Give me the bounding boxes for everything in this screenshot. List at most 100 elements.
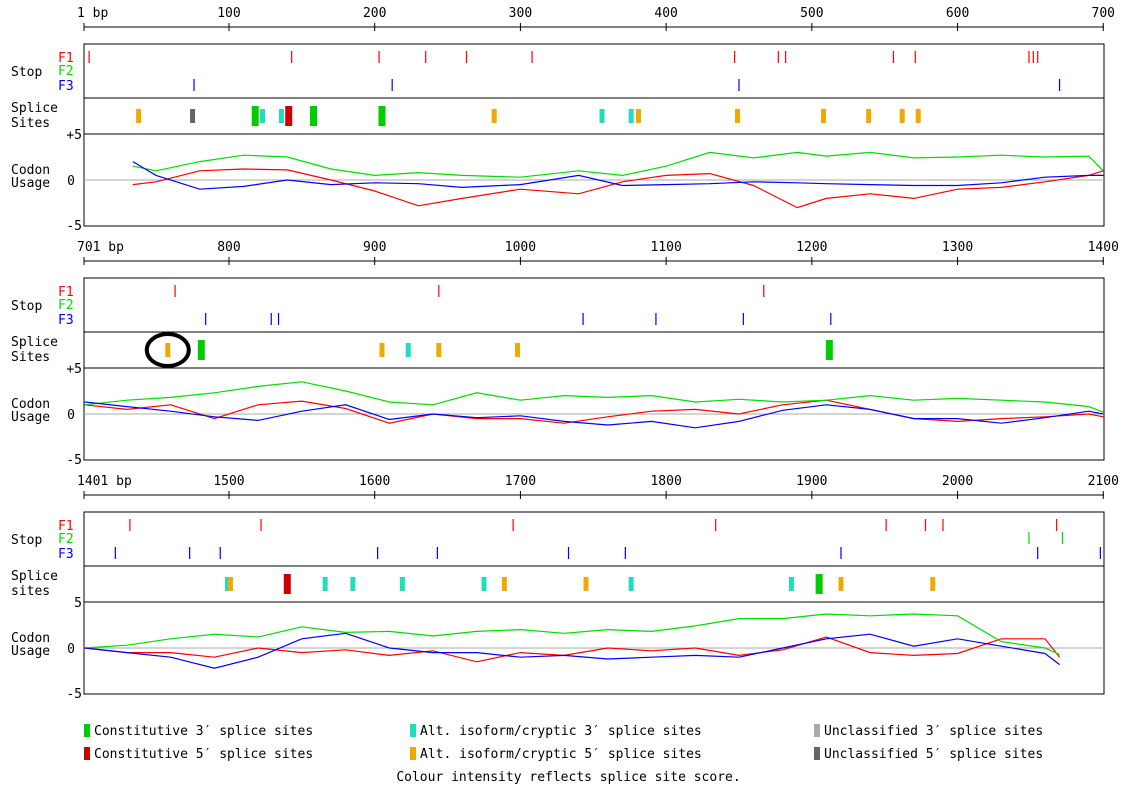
frame-label-F1: F1 <box>58 519 74 534</box>
legend-label-const5: Constitutive 5′ splice sites <box>94 747 314 762</box>
splice-site-alt3 <box>260 109 265 123</box>
legend-note: Colour intensity reflects splice site sc… <box>396 770 741 785</box>
legend-item-const5: Constitutive 5′ splice sites <box>84 747 313 763</box>
codon-ytick-label: +5 <box>66 362 82 377</box>
ruler-tick-label: 1200 <box>796 240 827 255</box>
splice-label: Splice <box>11 569 58 584</box>
codon-label: Codon <box>11 397 50 412</box>
ruler-tick-label: 1800 <box>650 474 681 489</box>
splice-site-chart: 1 bp 100 200 300 400 500 600 700StopF1F2F3Splic… <box>11 6 1119 702</box>
splice-site-alt5 <box>899 109 905 123</box>
legend-label-alt3: Alt. isoform/cryptic 3′ splice sites <box>420 724 702 739</box>
frame-label-F3: F3 <box>58 79 74 94</box>
frame-label-F2: F2 <box>58 64 74 79</box>
legend-swatch-const3 <box>84 724 90 737</box>
ruler-tick-label: 1100 <box>650 240 681 255</box>
splice-label: Splice <box>11 101 58 116</box>
ruler-tick-label: 1600 <box>359 474 390 489</box>
ruler-tick-label: 400 <box>654 6 677 21</box>
legend-label-uncl5: Unclassified 5′ splice sites <box>824 747 1044 762</box>
panel-start-label: 1401 bp <box>77 474 132 489</box>
legend-swatch-uncl5 <box>814 747 820 760</box>
splice-site-alt5 <box>165 343 171 357</box>
legend-label-alt5: Alt. isoform/cryptic 5′ splice sites <box>420 747 702 762</box>
codon-ytick-label: 0 <box>67 642 75 657</box>
codon-usage-line-F2 <box>84 613 1060 655</box>
splice-site-alt3 <box>599 109 605 123</box>
ruler-tick-label: 200 <box>363 6 386 21</box>
codon-usage-line-F1 <box>84 636 1061 663</box>
stop-label: Stop <box>11 65 42 80</box>
splice-site-alt5 <box>915 109 921 123</box>
legend-swatch-alt5 <box>410 747 416 760</box>
codon-label: Usage <box>11 644 50 659</box>
splice-site-alt3 <box>399 577 405 591</box>
codon-ytick-label: -5 <box>66 453 82 468</box>
ruler-tick-label: 500 <box>800 6 823 21</box>
legend-item-uncl3: Unclassified 3′ splice sites <box>814 724 1043 740</box>
splice-site-alt3 <box>481 577 487 591</box>
codon-usage-line-F2 <box>132 151 1104 178</box>
splice-site-alt5 <box>583 577 589 591</box>
codon-label: Codon <box>11 163 50 178</box>
splice-track-box <box>83 331 1105 369</box>
codon-usage-line-F1 <box>84 399 1104 424</box>
splice-site-const3 <box>197 340 205 360</box>
splice-label: Sites <box>11 116 50 131</box>
highlight-circle <box>144 332 191 368</box>
frame-label-F2: F2 <box>58 298 74 313</box>
legend-item-alt3: Alt. isoform/cryptic 3′ splice sites <box>410 724 702 740</box>
frame-label-F2: F2 <box>58 532 74 547</box>
splice-site-alt5 <box>515 343 520 357</box>
splice-site-alt3 <box>322 577 328 591</box>
frame-label-F1: F1 <box>58 285 74 300</box>
splice-site-alt3 <box>628 577 634 591</box>
ruler-tick-label: 2000 <box>942 474 973 489</box>
codon-ytick-label: -5 <box>66 687 82 702</box>
splice-site-alt3 <box>628 109 634 123</box>
ruler-tick-label: 900 <box>363 240 386 255</box>
splice-label: Splice <box>11 335 58 350</box>
legend-swatch-alt3 <box>410 724 416 737</box>
legend-item-const3: Constitutive 3′ splice sites <box>84 724 313 740</box>
codon-ytick-label: 0 <box>67 174 75 189</box>
codon-usage-line-F3 <box>132 161 1104 190</box>
ruler-tick-label: 1900 <box>796 474 827 489</box>
splice-label: sites <box>11 584 50 599</box>
splice-site-alt5 <box>930 577 936 591</box>
splice-site-alt3 <box>405 343 411 357</box>
stop-label: Stop <box>11 533 42 548</box>
splice-site-alt5 <box>227 577 233 591</box>
legend-item-alt5: Alt. isoform/cryptic 5′ splice sites <box>410 747 702 763</box>
splice-site-const3 <box>251 106 259 126</box>
ruler-tick-label: 300 <box>509 6 532 21</box>
legend-label-uncl3: Unclassified 3′ splice sites <box>824 724 1044 739</box>
frame-label-F1: F1 <box>58 51 74 66</box>
splice-site-alt5 <box>821 109 826 123</box>
splice-site-const5 <box>283 574 291 594</box>
splice-site-const3 <box>310 106 317 126</box>
splice-track-box <box>83 565 1105 603</box>
legend-label-const3: Constitutive 3′ splice sites <box>94 724 314 739</box>
panel-start-label: 701 bp <box>77 240 124 255</box>
codon-label: Usage <box>11 410 50 425</box>
splice-site-alt3 <box>788 577 794 591</box>
splice-site-alt5 <box>491 109 497 123</box>
codon-ytick-label: 0 <box>67 408 75 423</box>
splice-track-box <box>83 97 1105 135</box>
splice-site-alt5 <box>866 109 872 123</box>
splice-site-uncl5 <box>190 109 196 123</box>
ruler-tick-label: 1500 <box>213 474 244 489</box>
codon-label: Codon <box>11 631 50 646</box>
stop-track-box <box>83 277 1105 333</box>
splice-site-alt3 <box>350 577 356 591</box>
legend-item-uncl5: Unclassified 5′ splice sites <box>814 747 1043 763</box>
ruler-tick-label: 1400 <box>1088 240 1119 255</box>
stop-label: Stop <box>11 299 42 314</box>
splice-site-alt5 <box>436 343 442 357</box>
panel-2 <box>83 257 1105 461</box>
ruler-tick-label: 700 <box>1092 6 1115 21</box>
ruler-tick-label: 1000 <box>505 240 536 255</box>
frame-label-F3: F3 <box>58 547 74 562</box>
splice-site-alt3 <box>278 109 284 123</box>
